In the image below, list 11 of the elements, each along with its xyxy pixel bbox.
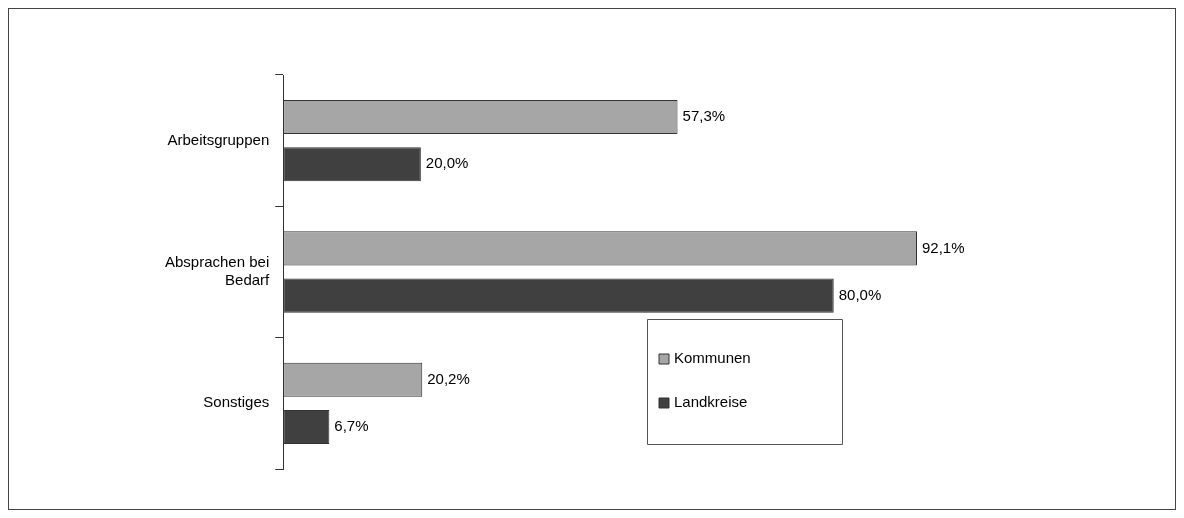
data-label: 57,3% — [682, 107, 726, 125]
data-label: 80,0% — [838, 285, 882, 303]
y-tick-label: Absprachen bei Bedarf — [164, 253, 271, 289]
data-label: 20,2% — [427, 369, 470, 387]
data-label: 6,7% — [334, 417, 369, 435]
y-tick-label: Sonstiges — [203, 393, 270, 411]
legend-label: Landkreise — [674, 393, 748, 411]
legend-label: Kommunen — [674, 349, 751, 367]
data-label: 92,1% — [922, 238, 965, 256]
data-label: 20,0% — [425, 154, 469, 172]
y-tick-label: Arbeitsgruppen — [167, 130, 270, 148]
